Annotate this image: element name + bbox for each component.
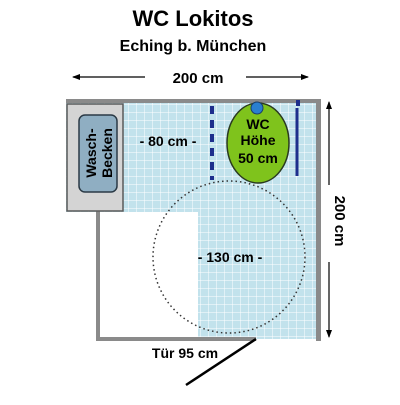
wc-label-line3: 50 cm (238, 150, 278, 166)
wall-top (66, 99, 320, 103)
page-title: WC Lokitos (133, 6, 254, 31)
grab-bar-mount (296, 100, 300, 106)
depth-dimension: 200 cm (326, 101, 348, 338)
door: Tür 95 cm (152, 337, 257, 387)
wall-right (316, 99, 321, 341)
wall-left-lower (96, 210, 100, 341)
page-subtitle: Eching b. München (120, 38, 267, 55)
wc-fixture: WC Höhe 50 cm (226, 101, 290, 184)
wc-label-line2: Höhe (241, 132, 276, 148)
turning-circle (152, 180, 306, 334)
sink-label-line2: Becken (99, 128, 115, 178)
wc-label-line1: WC (246, 116, 269, 132)
width-dimension: 200 cm (72, 70, 309, 87)
door-label: Tür 95 cm (152, 345, 218, 361)
depth-label: 200 cm (331, 196, 348, 247)
sink-unit: Wasch- Becken (66, 103, 124, 212)
turning-circle-label: - 130 cm - (198, 249, 263, 265)
sink-basin (78, 114, 118, 193)
sink-label-line1: Wasch- (83, 128, 99, 178)
width-label: 200 cm (173, 70, 224, 87)
door-leaf (185, 337, 257, 387)
side-clearance-label: - 80 cm - (140, 133, 197, 149)
grab-bars (210, 100, 300, 180)
wc-flush-dot (250, 101, 264, 115)
wall-bottom (96, 337, 256, 341)
walls (66, 99, 321, 341)
